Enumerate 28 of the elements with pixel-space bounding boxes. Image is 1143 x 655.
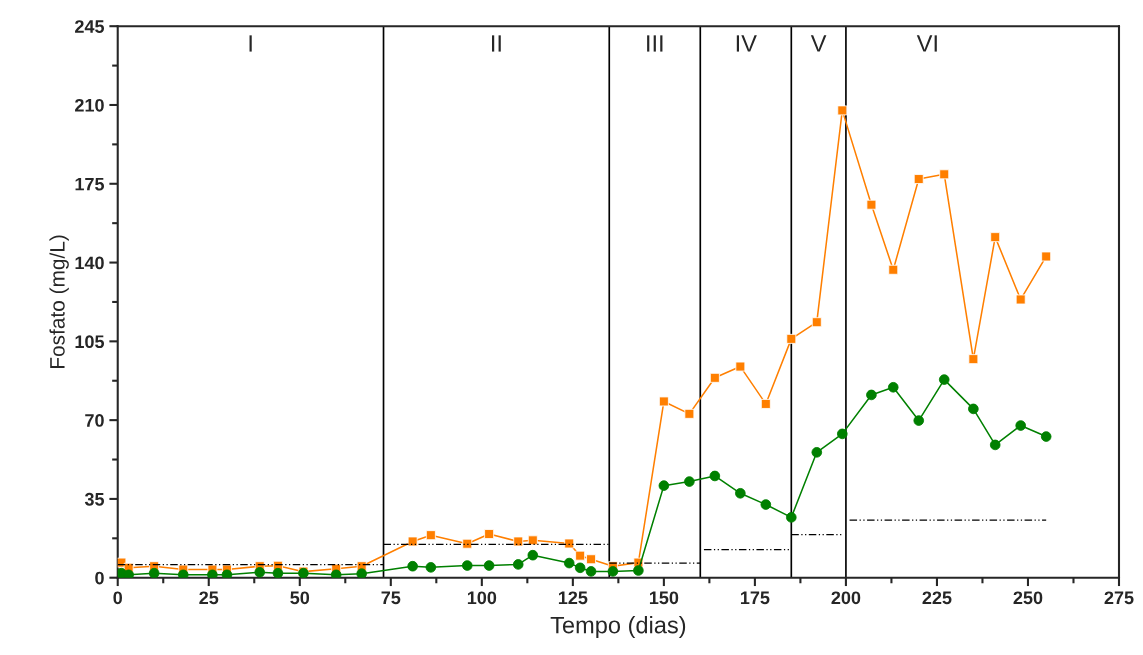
x-tick-label: 275 <box>1104 591 1134 605</box>
y-tick-label: 105 <box>75 335 105 349</box>
x-tick-label: 150 <box>649 591 679 605</box>
x-tick-label: 200 <box>831 591 861 605</box>
x-tick-label: 100 <box>467 591 497 605</box>
x-tick-label: 25 <box>199 591 219 605</box>
y-tick-label: 175 <box>75 177 105 191</box>
annotation: V <box>810 35 827 52</box>
annotation: IV <box>736 35 757 52</box>
x-tick-label: 225 <box>922 591 952 605</box>
annotation: II <box>492 35 501 52</box>
x-axis-title: Tempo (dias) <box>550 616 686 639</box>
x-tick-label: 125 <box>558 591 588 605</box>
y-tick-label: 245 <box>75 20 105 33</box>
y-axis-title: Fosfato (mg/L) <box>49 235 69 368</box>
x-tick-label: 175 <box>740 591 770 605</box>
y-tick-label: 70 <box>85 414 104 427</box>
y-tick-label: 210 <box>75 98 104 112</box>
annotation: III <box>647 35 663 52</box>
y-tick-label: 0 <box>95 571 104 585</box>
x-tick-label: 250 <box>1013 591 1043 605</box>
x-tick-label: 50 <box>290 591 310 605</box>
y-tick-label: 140 <box>75 256 104 270</box>
annotation: I <box>249 35 252 52</box>
x-tick-label: 0 <box>113 591 123 605</box>
annotation: VI <box>916 35 937 52</box>
x-tick-label: 75 <box>381 591 401 605</box>
y-tick-label: 35 <box>84 492 105 506</box>
